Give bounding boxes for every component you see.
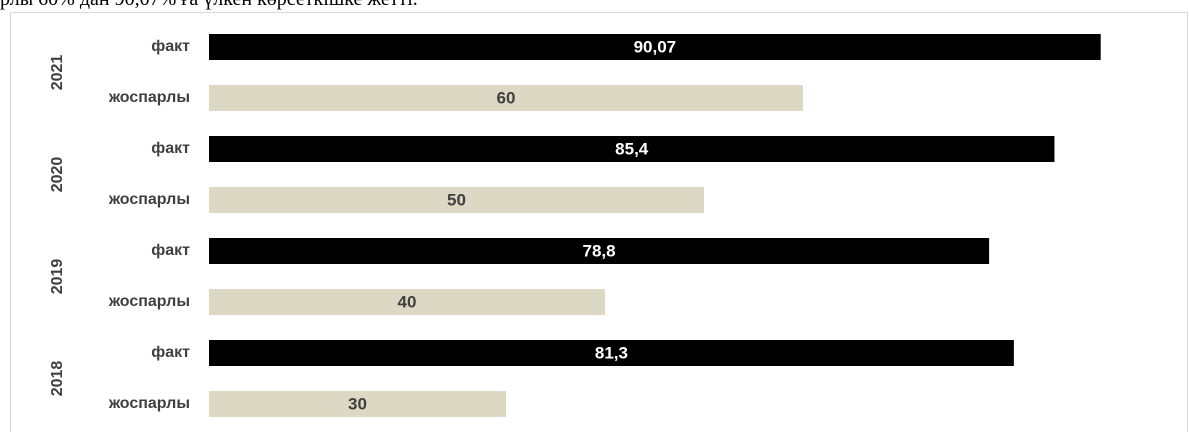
category-label-2020-fact: факт: [151, 140, 190, 157]
category-label-2020-plan: жоспарлы: [108, 191, 190, 208]
category-label-2018-plan: жоспарлы: [108, 395, 190, 412]
value-label-2019-fact: 78,8: [583, 241, 616, 260]
year-label-2018: 2018: [49, 361, 66, 397]
category-label-2018-fact: факт: [151, 344, 190, 361]
value-label-2021-plan: 60: [497, 88, 516, 107]
value-label-2018-fact: 81,3: [595, 343, 628, 362]
value-label-2020-fact: 85,4: [615, 139, 649, 158]
category-label-2021-plan: жоспарлы: [108, 89, 190, 106]
category-label-2021-fact: факт: [151, 38, 190, 55]
category-label-2019-plan: жоспарлы: [108, 293, 190, 310]
value-label-2021-fact: 90,07: [634, 37, 677, 56]
value-label-2020-plan: 50: [447, 190, 466, 209]
year-label-2020: 2020: [49, 157, 66, 193]
year-label-2019: 2019: [49, 259, 66, 295]
value-label-2018-plan: 30: [348, 394, 367, 413]
value-label-2019-plan: 40: [398, 292, 417, 311]
category-label-2019-fact: факт: [151, 242, 190, 259]
year-label-2021: 2021: [49, 55, 66, 91]
